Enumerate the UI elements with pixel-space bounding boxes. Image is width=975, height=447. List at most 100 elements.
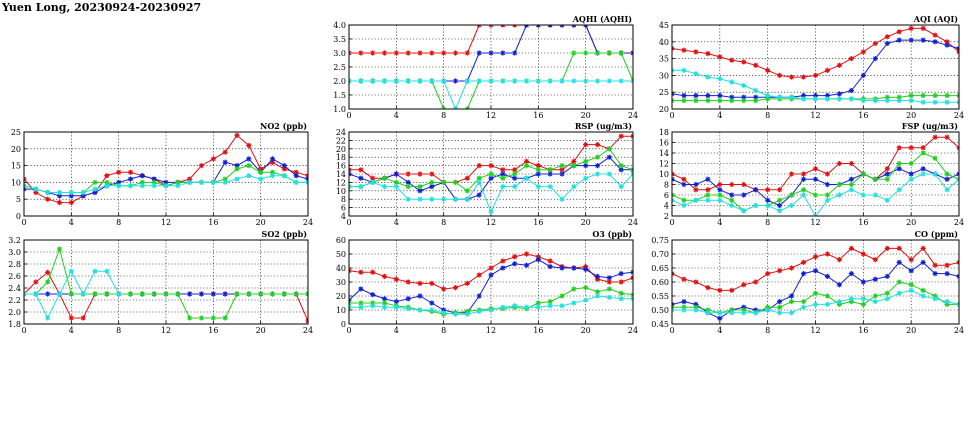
data-point bbox=[281, 166, 287, 172]
data-point bbox=[210, 156, 216, 162]
data-point bbox=[571, 300, 577, 306]
data-point bbox=[405, 296, 411, 302]
data-point bbox=[370, 269, 376, 275]
data-point bbox=[836, 160, 843, 167]
data-point bbox=[618, 184, 624, 190]
x-tick-label: 24 bbox=[954, 218, 964, 227]
data-point bbox=[884, 273, 890, 279]
data-point bbox=[729, 98, 735, 104]
data-point bbox=[405, 184, 411, 190]
x-tick-label: 20 bbox=[906, 218, 916, 227]
data-point bbox=[571, 286, 577, 292]
data-point bbox=[488, 209, 494, 215]
data-point bbox=[884, 94, 890, 100]
data-point bbox=[234, 163, 240, 169]
data-point bbox=[681, 197, 687, 203]
data-point bbox=[812, 92, 819, 99]
data-point bbox=[729, 57, 735, 63]
data-point bbox=[800, 271, 807, 277]
data-point bbox=[33, 291, 39, 297]
plot-area bbox=[24, 132, 308, 206]
data-point bbox=[370, 175, 376, 181]
y-tick-label: 6 bbox=[341, 204, 346, 213]
data-point bbox=[765, 96, 771, 102]
data-point bbox=[547, 264, 553, 270]
plot-area bbox=[24, 246, 308, 324]
data-point bbox=[571, 265, 577, 271]
plot-area bbox=[349, 133, 633, 215]
data-point bbox=[944, 42, 950, 48]
x-tick-label: 0 bbox=[21, 218, 26, 227]
data-point bbox=[512, 303, 518, 309]
data-point bbox=[884, 40, 890, 47]
data-point bbox=[753, 87, 759, 94]
data-point bbox=[583, 175, 589, 181]
y-tick-label: 2.6 bbox=[8, 272, 21, 281]
data-point bbox=[547, 299, 553, 305]
data-point bbox=[944, 262, 950, 268]
data-point bbox=[488, 272, 494, 278]
data-point bbox=[476, 163, 482, 169]
data-point bbox=[523, 158, 530, 164]
data-point bbox=[932, 92, 938, 99]
chart-frame bbox=[23, 131, 309, 217]
data-point bbox=[896, 259, 902, 265]
data-point bbox=[500, 184, 506, 190]
data-point bbox=[932, 262, 938, 268]
data-point bbox=[788, 310, 795, 316]
x-tick-label: 8 bbox=[116, 326, 121, 335]
data-point bbox=[476, 175, 482, 181]
x-tick-label: 8 bbox=[441, 326, 446, 335]
y-tick-label: 40 bbox=[659, 38, 669, 47]
data-point bbox=[800, 192, 807, 198]
data-point bbox=[80, 189, 86, 196]
data-point bbox=[594, 154, 601, 160]
data-point bbox=[163, 291, 169, 297]
data-point bbox=[269, 169, 276, 175]
x-tick-label: 24 bbox=[628, 218, 638, 227]
data-point bbox=[920, 145, 926, 151]
data-point bbox=[127, 183, 134, 189]
data-point bbox=[594, 293, 601, 299]
data-point bbox=[693, 304, 699, 310]
data-point bbox=[234, 176, 240, 182]
data-point bbox=[222, 291, 228, 297]
data-point bbox=[151, 291, 157, 297]
data-point bbox=[500, 265, 506, 271]
x-tick-label: 16 bbox=[533, 218, 543, 227]
data-point bbox=[476, 308, 482, 314]
data-point bbox=[559, 78, 565, 84]
data-point bbox=[56, 291, 63, 297]
data-point bbox=[693, 279, 699, 285]
data-point bbox=[717, 187, 723, 193]
data-point bbox=[705, 74, 711, 80]
data-point bbox=[417, 50, 423, 56]
data-point bbox=[258, 169, 264, 175]
data-point bbox=[116, 169, 122, 175]
data-point bbox=[429, 307, 435, 313]
data-point bbox=[381, 175, 388, 181]
y-tick-label: 12 bbox=[336, 178, 346, 187]
data-point bbox=[705, 192, 711, 198]
data-point bbox=[512, 184, 518, 190]
data-point bbox=[944, 39, 950, 45]
data-point bbox=[393, 304, 399, 310]
data-point bbox=[800, 187, 807, 193]
y-tick-label: 18 bbox=[336, 153, 346, 162]
data-point bbox=[860, 171, 866, 177]
data-point bbox=[234, 291, 240, 297]
data-point bbox=[618, 167, 624, 173]
data-point bbox=[741, 94, 747, 100]
data-point bbox=[571, 163, 577, 169]
data-point bbox=[464, 196, 470, 202]
x-tick-label: 24 bbox=[628, 326, 638, 335]
chart-frame bbox=[348, 239, 634, 325]
data-point bbox=[753, 98, 759, 104]
data-point bbox=[523, 251, 530, 257]
data-point bbox=[571, 158, 577, 164]
data-point bbox=[523, 78, 530, 84]
data-point bbox=[717, 181, 723, 188]
data-point bbox=[920, 259, 926, 265]
data-point bbox=[932, 155, 938, 161]
data-point bbox=[139, 179, 145, 185]
